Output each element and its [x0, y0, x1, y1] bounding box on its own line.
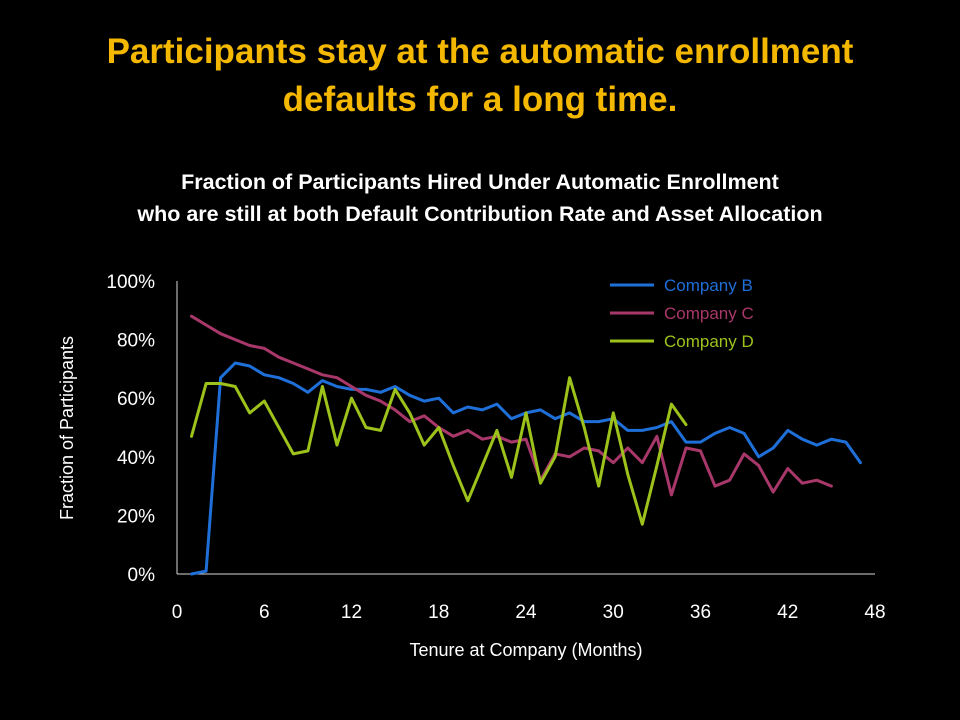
chart-title: Fraction of Participants Hired Under Aut…	[181, 170, 779, 194]
chart-subtitle: who are still at both Default Contributi…	[137, 202, 823, 226]
legend-label-company-d: Company D	[664, 332, 754, 351]
chart-title-block: Fraction of Participants Hired Under Aut…	[0, 166, 960, 230]
series-line-company-d	[190, 376, 688, 526]
x-tick-label: 24	[515, 602, 537, 623]
y-tick-label: 40%	[117, 448, 155, 469]
axes: 0% 20% 40% 60% 80% 100% 0 6 12 18 24 30 36 42 48	[106, 272, 885, 623]
slide-title-line-1: Participants stay at the automatic enrol…	[106, 32, 854, 71]
x-tick-label: 36	[690, 602, 711, 623]
x-tick-label: 0	[172, 602, 183, 623]
x-axis-title: Tenure at Company (Months)	[409, 640, 642, 660]
legend: Company B Company C Company D	[610, 276, 754, 351]
series-lines	[190, 314, 862, 576]
x-tick-label: 12	[341, 602, 362, 623]
legend-label-company-b: Company B	[664, 276, 753, 295]
x-tick-label: 18	[428, 602, 449, 623]
slide-title: Participants stay at the automatic enrol…	[0, 28, 960, 124]
slide-title-line-2: defaults for a long time.	[282, 80, 678, 119]
y-tick-label: 100%	[106, 272, 155, 293]
y-tick-label: 60%	[117, 389, 155, 410]
legend-label-company-c: Company C	[664, 304, 754, 323]
x-tick-label: 30	[603, 602, 624, 623]
series-line-company-c	[190, 314, 833, 497]
y-axis-title: Fraction of Participants	[57, 336, 77, 520]
y-tick-label: 0%	[128, 565, 156, 586]
y-tick-label: 80%	[117, 331, 155, 352]
x-tick-label: 48	[864, 602, 885, 623]
x-tick-label: 6	[259, 602, 270, 623]
x-tick-label: 42	[777, 602, 798, 623]
y-tick-label: 20%	[117, 506, 155, 527]
